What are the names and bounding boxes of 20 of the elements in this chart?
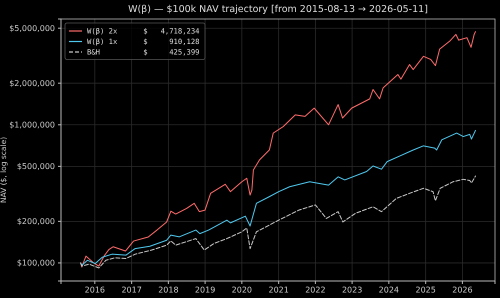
x-tick-label: 2016 <box>84 286 105 295</box>
x-tick-label: 2025 <box>415 286 436 295</box>
line-series <box>80 130 476 266</box>
x-tick-label: 2026 <box>452 286 473 295</box>
y-tick-label: $2,000,000 <box>9 78 55 88</box>
x-tick-label: 2023 <box>342 286 362 295</box>
y-tick-label: $500,000 <box>16 162 55 171</box>
y-tick-label: $1,000,000 <box>9 120 55 130</box>
line-series <box>80 176 476 268</box>
x-tick-label: 2018 <box>158 286 179 295</box>
x-tick-label: 2022 <box>305 286 326 295</box>
y-tick-label: $100,000 <box>16 258 55 268</box>
x-tick-label: 2017 <box>121 286 142 295</box>
y-tick-label: $5,000,000 <box>9 24 55 33</box>
x-tick-label: 2024 <box>378 286 400 295</box>
x-tick-label: 2021 <box>268 286 289 295</box>
x-tick-label: 2019 <box>194 286 216 295</box>
x-tick-label: 2020 <box>232 286 252 295</box>
chart-title: W(β) — $100k NAV trajectory [from 2015-08-13 → 2026-05-11] <box>128 4 428 15</box>
y-tick-label: $200,000 <box>16 216 55 226</box>
